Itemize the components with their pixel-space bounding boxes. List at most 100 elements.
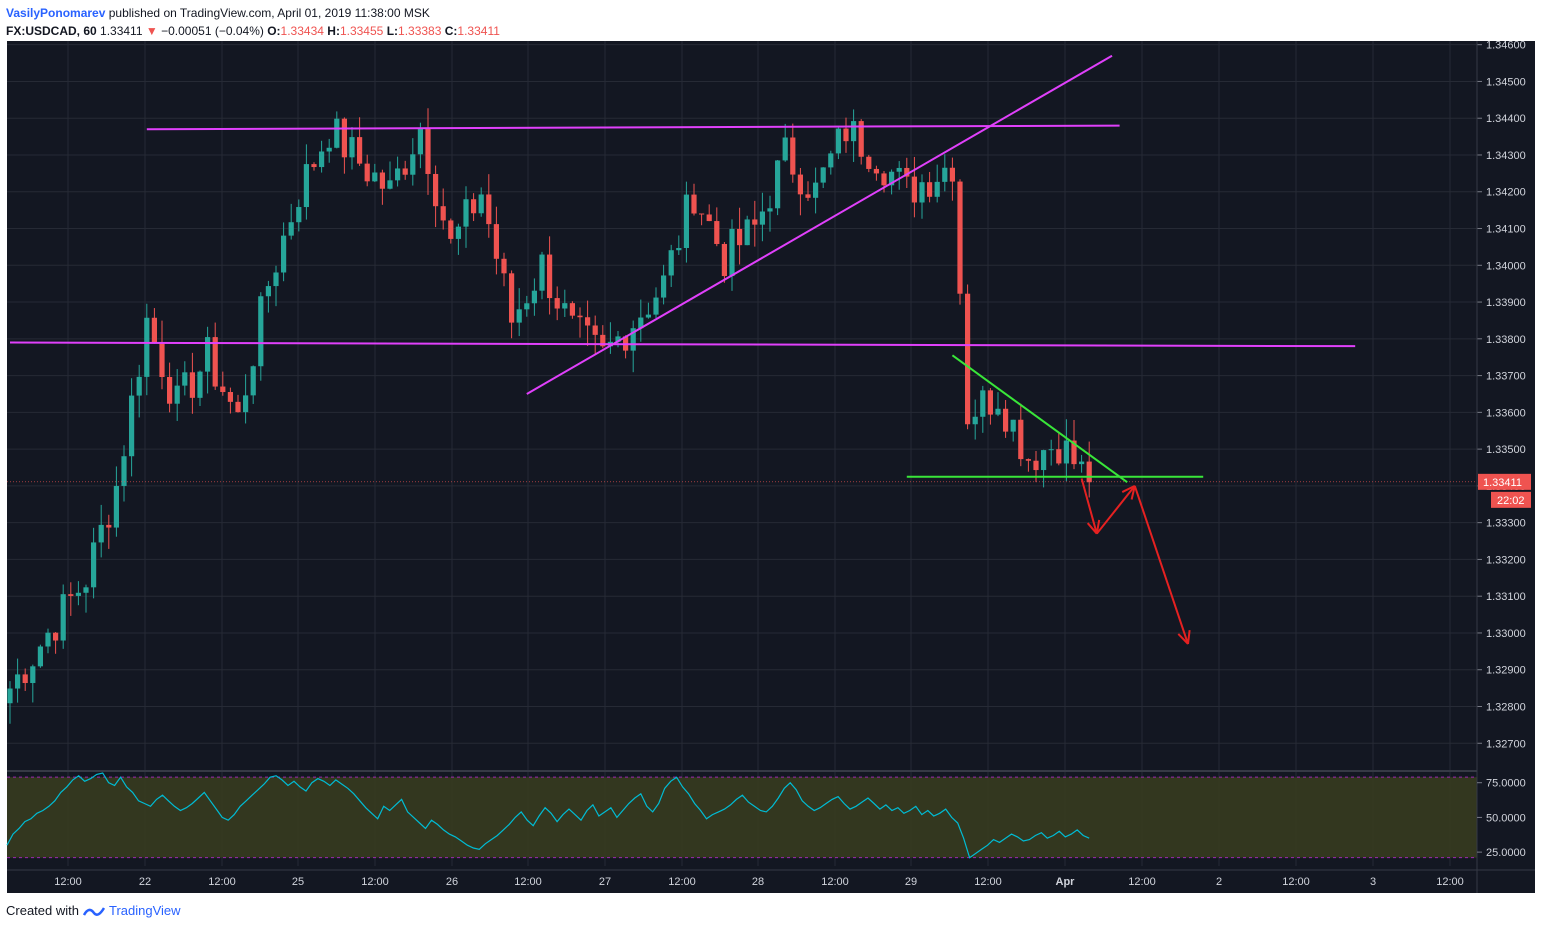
time-tick-label: 26 (446, 876, 458, 888)
price-tick-label: 1.32700 (1486, 738, 1526, 750)
price-tick-label: 1.34200 (1486, 187, 1526, 199)
candle-body (904, 167, 910, 177)
time-tick-label: 12:00 (1282, 876, 1310, 888)
candle-body (288, 222, 294, 236)
price-tick-label: 1.33000 (1486, 628, 1526, 640)
price-axis[interactable]: 1.32700 1.32800 1.32900 1.33000 1.33100 1.332… (1476, 40, 1531, 893)
created-with-label: Created with (6, 903, 79, 918)
time-tick-label: 27 (599, 876, 611, 888)
footer: Created with TradingView (6, 903, 181, 918)
candle-body (1041, 450, 1047, 471)
arrow-head (1086, 522, 1098, 535)
candle-body (273, 272, 279, 287)
candle-body (68, 594, 74, 596)
candle-body (174, 385, 180, 404)
open-value: 1.33434 (280, 24, 324, 38)
candle-body (235, 401, 241, 413)
candle-body (767, 208, 773, 212)
candle-body (866, 156, 872, 169)
candle-body (729, 228, 735, 277)
candle-body (691, 194, 697, 214)
time-tick-label: 12:00 (54, 876, 82, 888)
grid-lines (7, 41, 1477, 866)
candle-body (782, 137, 788, 161)
magenta-trendline (9, 341, 1356, 348)
countdown-label: 22:02 (1497, 495, 1525, 507)
last-price: 1.33411 (100, 24, 143, 38)
rsi-band (7, 777, 1477, 858)
candle-body (645, 314, 651, 318)
price-tick-label: 1.34500 (1486, 76, 1526, 88)
candle-body (258, 296, 264, 367)
candle-body (220, 386, 226, 393)
candle-body (136, 376, 142, 396)
candle-body (835, 128, 841, 154)
time-tick-label: 2 (1216, 876, 1222, 888)
candle-body (265, 286, 271, 297)
candle-body (775, 160, 781, 209)
time-tick-label: 12:00 (1128, 876, 1156, 888)
candle-body (478, 194, 484, 214)
down-arrow-icon: ▼ (145, 24, 158, 38)
low-value: 1.33383 (398, 24, 442, 38)
candle-body (524, 303, 530, 310)
chart-background (7, 41, 1535, 893)
candle-body (615, 336, 621, 342)
time-tick-label: 25 (292, 876, 304, 888)
price-tick-label: 1.34300 (1486, 150, 1526, 162)
candle-body (45, 632, 51, 647)
price-tick-label: 1.33600 (1486, 407, 1526, 419)
candle-body (585, 317, 591, 326)
candle-body (53, 632, 59, 641)
arrow-head (1095, 519, 1101, 534)
candle-body (349, 137, 355, 158)
price-tick-label: 1.33700 (1486, 371, 1526, 383)
rsi-tick-label: 25.0000 (1486, 847, 1526, 859)
tradingview-brand-link[interactable]: TradingView (108, 903, 181, 918)
price-tick-label: 1.33200 (1486, 554, 1526, 566)
time-tick-label: 12:00 (821, 876, 849, 888)
candle-body (699, 213, 705, 215)
candle-body (972, 416, 978, 425)
candle-body (296, 207, 302, 223)
forecast-arrow (1080, 478, 1098, 534)
rsi-panel (6, 772, 1477, 859)
high-label: H: (327, 24, 340, 38)
time-tick-label: 12:00 (361, 876, 389, 888)
rsi-tick-label: 75.0000 (1486, 778, 1526, 790)
candle-body (60, 594, 66, 641)
author-link[interactable]: VasilyPonomarev (6, 6, 106, 20)
candle-body (83, 587, 89, 593)
magenta-trendline (146, 124, 1120, 131)
candle-body (797, 174, 803, 195)
candle-body (1056, 449, 1062, 464)
candle-body (668, 250, 674, 276)
arrow-head (1177, 633, 1189, 645)
last-price-badge (1478, 473, 1531, 490)
candle-body (364, 163, 370, 182)
time-tick-label: 12:00 (974, 876, 1002, 888)
candle-body (455, 226, 461, 239)
forecast-arrow (1096, 485, 1136, 535)
candle-body (448, 220, 454, 239)
candle-body (7, 688, 13, 704)
candle-body (106, 524, 112, 528)
time-tick-label: 3 (1370, 876, 1376, 888)
candle-body (402, 168, 408, 175)
candle-body (129, 395, 135, 457)
candle-body (539, 254, 545, 291)
candle-body (881, 173, 887, 186)
candle-body (410, 154, 416, 175)
candle-body (243, 395, 249, 413)
candle-body (744, 219, 750, 246)
candle-body (714, 221, 720, 244)
candle-body (562, 303, 568, 309)
rsi-tick-label: 50.0000 (1486, 812, 1526, 824)
time-tick-label: 29 (905, 876, 917, 888)
time-axis[interactable]: 12:00 22 12:00 25 12:00 26 12:00 27 12:00 28 12:00… (7, 869, 1535, 888)
candle-body (957, 181, 963, 294)
candle-body (934, 181, 940, 197)
candle-body (15, 674, 21, 689)
publish-info: published on TradingView.com, April 01, … (108, 6, 430, 20)
